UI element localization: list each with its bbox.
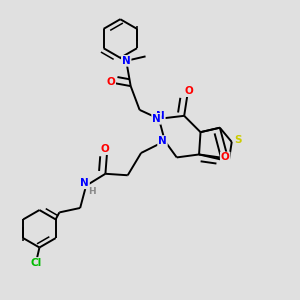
Text: N: N xyxy=(156,111,165,122)
Text: N: N xyxy=(152,114,161,124)
Text: N: N xyxy=(158,136,167,146)
Text: N: N xyxy=(80,178,89,188)
Text: Cl: Cl xyxy=(31,258,42,268)
Text: N: N xyxy=(122,56,130,66)
Text: O: O xyxy=(106,76,115,87)
Text: O: O xyxy=(100,144,109,154)
Text: O: O xyxy=(221,152,230,162)
Text: S: S xyxy=(235,136,242,146)
Text: O: O xyxy=(184,86,193,96)
Text: H: H xyxy=(88,187,95,196)
